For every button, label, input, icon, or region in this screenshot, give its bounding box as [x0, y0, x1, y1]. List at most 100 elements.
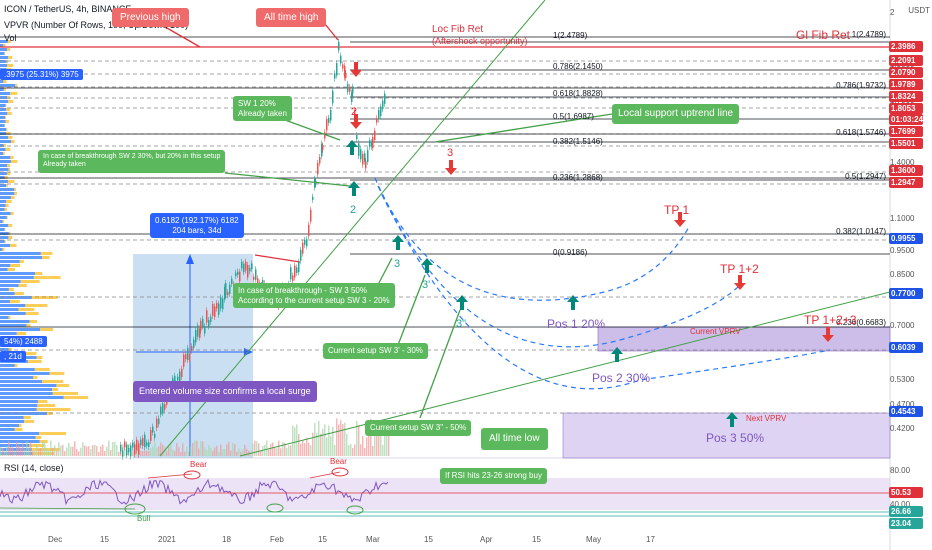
- price-tag: 1.9789: [889, 79, 923, 90]
- vp-row-up: [0, 84, 16, 87]
- pos2-label: Pos 2 30%: [592, 371, 651, 385]
- volume-bar: [266, 440, 268, 456]
- vp-row-up: [0, 384, 57, 387]
- rsi-tick: 40.00: [890, 500, 911, 509]
- volume-bar: [260, 450, 262, 456]
- vp-row-down: [18, 284, 27, 287]
- volume-bar: [152, 446, 154, 456]
- volume-bar: [382, 445, 384, 456]
- candle-body: [314, 178, 316, 188]
- candle-body: [351, 92, 353, 102]
- x-tick: 15: [424, 535, 433, 544]
- candle-body: [218, 303, 220, 315]
- vp-row-up: [0, 248, 3, 251]
- rsi-tag: 50.53: [889, 487, 923, 498]
- volume-bar: [254, 440, 256, 456]
- volume-bar: [190, 446, 192, 456]
- vp-row-down: [4, 52, 6, 55]
- candle-body: [312, 196, 314, 200]
- vp-row-up: [0, 60, 7, 63]
- vp-row-up: [0, 320, 30, 323]
- volume-bar: [204, 447, 206, 456]
- volume-bar: [50, 440, 52, 456]
- vp-row-down: [8, 224, 13, 227]
- marker-g2: 2: [350, 204, 357, 216]
- vp-row-down: [14, 188, 17, 191]
- vp-row-down: [52, 392, 79, 395]
- volume-bar: [80, 447, 82, 456]
- vp-row-up: [0, 276, 34, 279]
- vp-row-down: [24, 420, 35, 423]
- candle-body: [317, 162, 319, 175]
- signal-arrows: [346, 62, 834, 427]
- volume-bar: [94, 444, 96, 456]
- volume-bar: [168, 446, 170, 456]
- rsi-bull-marker-2: [266, 503, 284, 513]
- pos3-label: Pos 3 50%: [706, 431, 765, 445]
- vp-row-up: [0, 392, 53, 395]
- volume-bar: [28, 447, 30, 456]
- volume-bar: [238, 448, 240, 456]
- volume-bar: [284, 442, 286, 456]
- candle-body: [255, 269, 257, 280]
- vp-row-down: [14, 192, 17, 195]
- volume-bar: [378, 432, 380, 456]
- volume-bar: [216, 445, 218, 456]
- rsi-tick: 80.00: [890, 466, 911, 475]
- volume-bar: [78, 451, 80, 456]
- vp-row-up: [0, 236, 9, 239]
- vp-row-up: [0, 308, 19, 311]
- volume-bar: [304, 442, 306, 456]
- candle-body: [191, 346, 193, 351]
- volume-bar: [54, 445, 56, 456]
- candle-body: [158, 418, 160, 425]
- arrow-down-icon: [734, 283, 746, 290]
- volume-bar: [252, 443, 254, 456]
- candle-body: [154, 433, 156, 438]
- volume-bar: [0, 447, 2, 456]
- vp-row-up: [0, 132, 7, 135]
- volume-bar: [64, 450, 66, 456]
- volume-bar: [40, 448, 42, 456]
- volume-bar: [320, 433, 322, 456]
- volume-bar: [118, 451, 120, 456]
- volume-bar: [150, 448, 152, 456]
- vp-row-up: [0, 152, 4, 155]
- volume-bar: [66, 447, 68, 456]
- vp-row-up: [0, 56, 9, 59]
- candle-body: [382, 100, 384, 110]
- volume-bar: [162, 444, 164, 456]
- arrow-down-icon: [350, 122, 362, 129]
- volume-bar: [20, 447, 22, 456]
- price-tag: 0.4543: [889, 406, 923, 417]
- volume-bar: [86, 446, 88, 456]
- volume-bar: [98, 451, 100, 456]
- volume-bar: [342, 424, 344, 456]
- candle-body: [229, 284, 231, 295]
- fib-mid-label: 0.5(1.6987): [553, 112, 594, 121]
- volume-bar: [116, 445, 118, 456]
- volume-bar: [322, 428, 324, 456]
- arrow-up-icon: [392, 235, 404, 242]
- loc-fib-sublabel: (Aftershock opportunity): [432, 36, 528, 46]
- vp-row-down: [14, 428, 23, 431]
- tp1-label: TP 1: [664, 203, 690, 217]
- vp-row-down: [35, 436, 42, 439]
- candle-body: [138, 443, 140, 455]
- volume-bar: [124, 448, 126, 456]
- volume-bar: [210, 447, 212, 456]
- volume-bar: [344, 422, 346, 456]
- vp-row-down: [8, 136, 13, 139]
- vp-row-down: [31, 296, 58, 299]
- y-tick: 1.1000: [890, 214, 915, 223]
- candle-body: [360, 149, 362, 160]
- vp-row-up: [0, 288, 9, 291]
- volume-bar: [314, 422, 316, 456]
- vp-row-up: [0, 144, 4, 147]
- volume-bar: [300, 443, 302, 456]
- measure-line-2: 204 bars, 34d: [172, 225, 222, 235]
- candle-body: [181, 368, 183, 378]
- vp-row-down: [42, 380, 64, 383]
